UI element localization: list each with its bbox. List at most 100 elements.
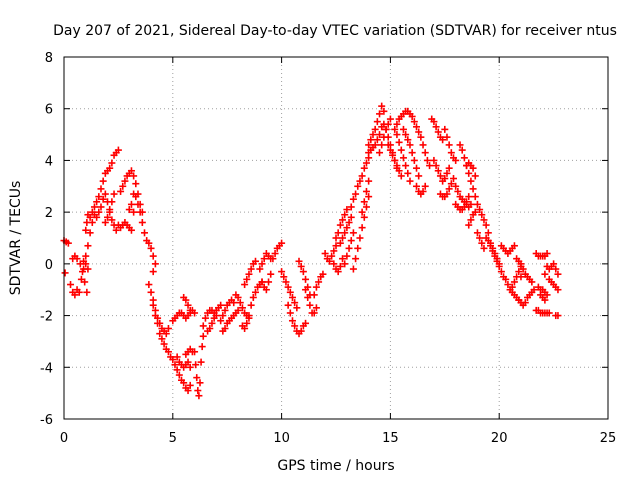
x-tick-label: 20 [491,431,508,446]
data-point [201,314,209,322]
data-point [369,131,377,139]
data-point [217,317,225,325]
data-point [82,260,90,268]
data-point [238,304,246,312]
data-point [127,167,135,175]
data-point [349,195,357,203]
data-point [489,244,497,252]
data-point [293,304,301,312]
data-point [160,340,168,348]
data-point [288,317,296,325]
data-point [452,156,460,164]
data-point [82,252,90,260]
data-point [480,216,488,224]
data-point [415,128,423,136]
data-point [127,226,135,234]
data-point [376,131,384,139]
data-point [145,281,153,289]
data-point [463,198,471,206]
data-point [384,141,392,149]
y-tick-label: 6 [45,103,53,118]
data-point [251,257,259,265]
data-point [343,206,351,214]
data-point [295,257,303,265]
data-point [108,216,116,224]
data-point [197,358,205,366]
data-point [106,206,114,214]
data-point [341,229,349,237]
data-point [86,213,94,221]
data-point [110,190,118,198]
data-point [543,291,551,299]
data-point [413,164,421,172]
data-point [376,110,384,118]
data-point [469,185,477,193]
data-point [441,125,449,133]
data-point [447,180,455,188]
data-point [184,301,192,309]
data-point [352,190,360,198]
data-point [158,335,166,343]
plot-frame [63,56,609,420]
data-point [95,208,103,216]
data-point [493,255,501,263]
data-point [151,312,159,320]
data-point [349,229,357,237]
data-point [236,299,244,307]
data-point [347,237,355,245]
y-tick-label: 4 [45,154,53,169]
data-point [262,286,270,294]
data-point [199,322,207,330]
data-point [339,234,347,242]
data-point [502,275,510,283]
data-point [476,206,484,214]
tick-labels: 0 5 10 15 20 25 -6 -4 -2 0 2 4 6 8 [40,51,616,446]
data-point [93,213,101,221]
data-point [291,299,299,307]
data-point [151,260,159,268]
data-point [173,366,181,374]
data-point [321,250,329,258]
data-point [241,325,249,332]
data-point [234,306,242,314]
data-point [349,265,357,273]
data-point [471,172,479,180]
data-point [345,218,353,226]
data-point [61,269,69,277]
data-point [325,257,333,265]
data-point [391,156,399,164]
data-point [495,262,503,270]
data-point [130,172,138,180]
data-point [192,361,200,369]
data-point [360,198,368,206]
data-point [334,268,342,276]
data-point [432,162,440,170]
data-point [196,379,204,387]
data-point [365,141,373,149]
data-point [484,229,492,237]
data-point [256,265,264,273]
data-point [304,293,312,301]
data-point [371,141,379,149]
data-point [145,239,153,247]
data-point [130,208,138,216]
data-point [249,293,257,301]
data-point [81,278,89,286]
data-point [404,136,412,144]
data-point [395,167,403,175]
data-point [365,177,373,185]
data-point [341,260,349,268]
data-point [162,330,170,338]
data-point [413,182,421,190]
data-point [267,270,275,278]
data-point [373,136,381,144]
data-point [347,213,355,221]
data-point [339,255,347,263]
data-point [302,275,310,283]
data-point [378,141,386,149]
data-point [443,190,451,198]
data-point [206,325,214,332]
data-point [419,187,427,195]
chart-title: Day 207 of 2021, Sidereal Day-to-day VTE… [53,23,617,39]
